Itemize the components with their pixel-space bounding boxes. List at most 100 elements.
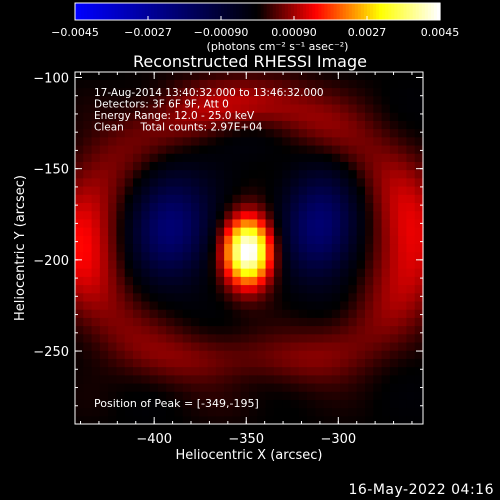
heatmap-cell [323,169,333,179]
heatmap-cell [298,194,308,204]
colorbar-swatch [342,3,347,20]
heatmap-cell [133,161,142,171]
heatmap-cell [232,210,242,220]
heatmap-cell [323,341,333,351]
colorbar-swatch [163,3,167,20]
heatmap-cell [331,317,341,327]
heatmap-cell [414,391,424,400]
heatmap-cell [157,185,167,195]
heatmap-cell [191,259,200,269]
heatmap-cell [249,218,258,228]
heatmap-cell [133,366,142,376]
heatmap-cell [157,79,167,89]
heatmap-cell [389,194,399,204]
heatmap-cell [182,218,192,228]
heatmap-cell [141,185,151,195]
heatmap-cell [398,325,408,335]
heatmap-cell [141,112,151,121]
heatmap-cell [398,185,408,195]
heatmap-cell [307,202,316,212]
y-tick-label: −250 [33,345,69,360]
heatmap-cell [365,136,374,146]
heatmap-cell [298,300,308,310]
heatmap-cell [116,268,126,277]
colorbar-swatch [315,3,319,20]
heatmap-cell [389,161,399,171]
heatmap-cell [116,284,126,294]
colorbar-swatch [345,3,350,20]
heatmap-cell [265,407,275,417]
heatmap-cell [298,103,308,113]
heatmap-cell [290,210,300,220]
heatmap-cell [116,391,126,400]
heatmap-cell [373,103,383,113]
heatmap-cell [414,399,424,409]
heatmap-cell [249,202,258,212]
heatmap-cell [282,251,292,261]
heatmap-cell [116,300,126,310]
heatmap-cell [323,185,333,195]
heatmap-cell [381,120,391,130]
heatmap-cell [331,415,341,425]
heatmap-cell [331,268,341,277]
heatmap-cell [356,202,366,212]
heatmap-cell [356,71,366,80]
heatmap-cell [199,251,209,261]
heatmap-cell [133,251,142,261]
heatmap-cell [365,194,374,204]
heatmap-cell [282,136,292,146]
heatmap-cell [207,251,217,261]
heatmap-cell [348,333,358,343]
heatmap-cell [141,210,151,220]
heatmap-cell [331,112,341,121]
heatmap-cell [257,71,267,80]
heatmap-cell [166,268,176,277]
heatmap-cell [365,251,374,261]
heatmap-cell [174,144,184,154]
heatmap-cell [75,169,84,179]
heatmap-cell [83,185,93,195]
heatmap-cell [373,276,383,286]
heatmap-cell [273,276,283,286]
heatmap-cell [91,284,101,294]
heatmap-cell [149,95,159,105]
heatmap-cell [108,374,118,384]
heatmap-cell [273,300,283,310]
heatmap-cell [331,366,341,376]
heatmap-cell [240,374,250,384]
heatmap-cell [224,227,234,236]
heatmap-cell [215,153,225,162]
heatmap-cell [365,358,374,368]
heatmap-cell [108,218,118,228]
heatmap-cell [133,71,142,80]
heatmap-cell [257,218,267,228]
heatmap-cell [99,317,109,327]
heatmap-cell [307,325,316,335]
heatmap-cell [108,251,118,261]
heatmap-cell [116,95,126,105]
heatmap-cell [290,177,300,187]
heatmap-cell [215,350,225,359]
heatmap-cell [307,169,316,179]
heatmap-cell [166,87,176,97]
heatmap-cell [232,95,242,105]
heatmap-cell [315,177,325,187]
heatmap-cell [215,177,225,187]
heatmap-cell [207,243,217,253]
heatmap-cell [406,284,416,294]
heatmap-cell [340,276,350,286]
heatmap-cell [398,103,408,113]
heatmap-cell [207,341,217,351]
heatmap-cell [141,358,151,368]
heatmap-cell [141,218,151,228]
heatmap-cell [257,259,267,269]
colorbar-swatch [433,3,438,20]
heatmap-cell [91,325,101,335]
heatmap-cell [108,136,118,146]
heatmap-cell [406,153,416,162]
heatmap-cell [348,325,358,335]
heatmap-cell [257,325,267,335]
heatmap-cell [83,87,93,97]
heatmap-cell [356,161,366,171]
heatmap-cell [215,333,225,343]
